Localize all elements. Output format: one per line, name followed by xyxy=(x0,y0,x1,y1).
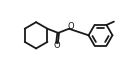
Text: O: O xyxy=(68,22,74,31)
Text: O: O xyxy=(54,41,60,50)
